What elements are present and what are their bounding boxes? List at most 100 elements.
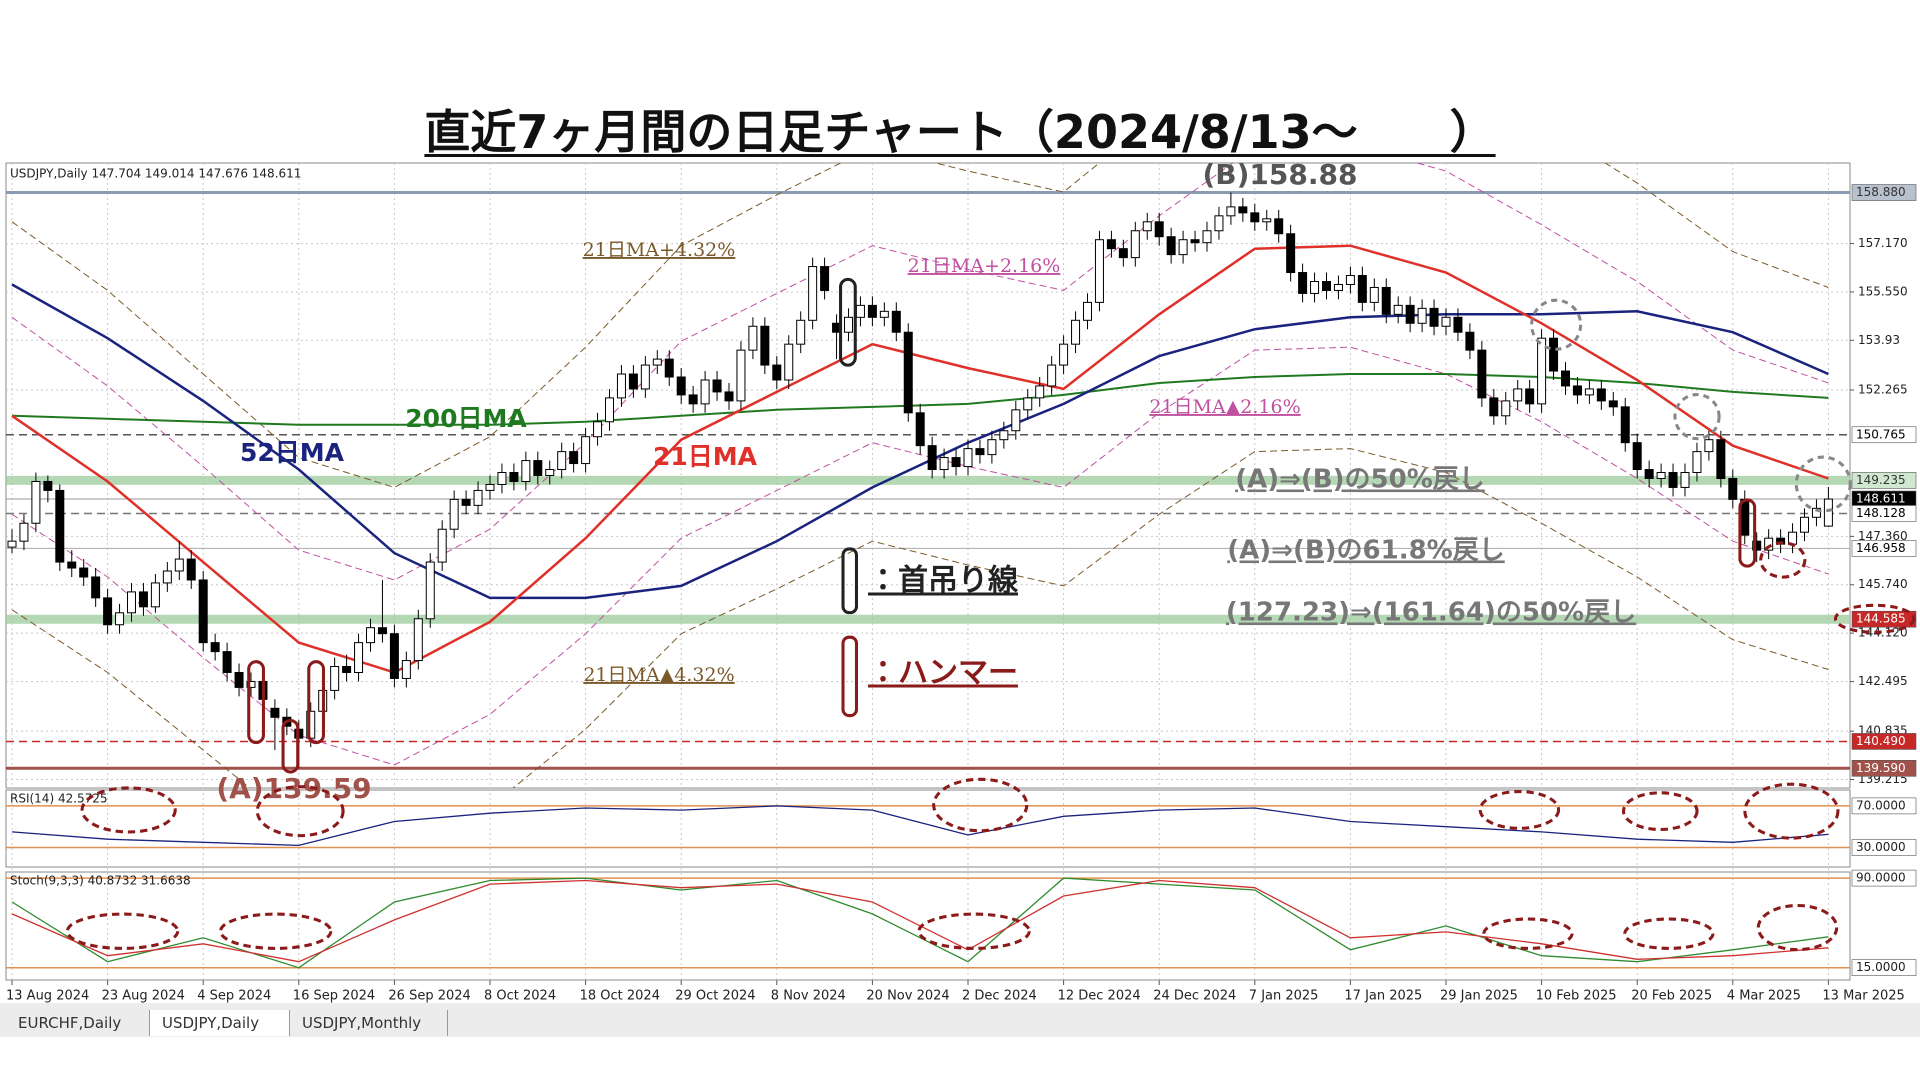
candle-body xyxy=(127,591,136,614)
candle-body xyxy=(1274,218,1284,235)
x-tick-label: 26 Sep 2024 xyxy=(388,989,470,1004)
indicator-tick-box xyxy=(1851,959,1917,976)
candle-body xyxy=(1584,388,1594,396)
x-tick-label: 23 Aug 2024 xyxy=(102,989,185,1004)
price-level-box xyxy=(1851,540,1917,557)
price-level-label: 139.590 xyxy=(1856,761,1906,775)
circle xyxy=(1530,298,1583,351)
candle-body xyxy=(1369,286,1379,303)
x-tick-label: 13 Aug 2024 xyxy=(6,989,89,1004)
annotation: (A)139.59 xyxy=(216,772,371,805)
candle-body xyxy=(509,472,519,482)
candle-body xyxy=(1537,337,1547,405)
candle-body xyxy=(521,460,531,482)
candle-body xyxy=(1632,442,1642,471)
x-tick-label: 18 Oct 2024 xyxy=(580,989,660,1004)
candle-body xyxy=(198,579,208,644)
price-level-box xyxy=(1851,610,1917,628)
title: 直近7ヶ月間の日足チャート（2024/8/13～ ） xyxy=(0,96,1920,162)
candle-body xyxy=(545,469,555,477)
x-tick-label: 13 Mar 2025 xyxy=(1822,989,1904,1004)
candle-body xyxy=(1608,400,1618,408)
candle-body xyxy=(903,331,913,414)
candle-body xyxy=(1286,233,1296,274)
indicator-tick-box xyxy=(1851,869,1917,887)
candle-body xyxy=(975,448,985,456)
candle-body xyxy=(1154,221,1164,238)
candle-body xyxy=(389,633,399,679)
indicator-label: Stoch(9,3,3) 40.8732 31.6638 xyxy=(10,874,191,888)
x-tick-label: 16 Sep 2024 xyxy=(293,989,375,1004)
candle-body xyxy=(724,391,734,402)
candle-body xyxy=(234,671,244,688)
candle-body xyxy=(1357,275,1367,303)
tab[interactable]: USDJPY,Daily xyxy=(150,1010,290,1036)
stoch-panel xyxy=(5,871,1851,981)
annotation: 21日MA▲4.32% xyxy=(583,664,734,686)
candle-body xyxy=(1572,385,1582,396)
candle-body xyxy=(1047,364,1057,387)
candle-body xyxy=(222,651,232,673)
tab[interactable]: EURCHF,Daily xyxy=(6,1010,150,1036)
price-level-label: 148.611 xyxy=(1856,492,1906,506)
candle-body xyxy=(1596,388,1606,402)
price-level-box xyxy=(1851,733,1917,750)
x-tick-label: 29 Jan 2025 xyxy=(1440,989,1518,1004)
chart-header: USDJPY,Daily 147.704 149.014 147.676 148… xyxy=(10,167,301,181)
candle-body xyxy=(473,489,483,506)
candle-body xyxy=(19,522,29,542)
x-tick-label: 20 Nov 2024 xyxy=(866,989,949,1004)
ellipse xyxy=(1478,790,1561,830)
annotation: 21日MA xyxy=(653,442,758,471)
main-panel xyxy=(5,162,1851,789)
hammer-marker xyxy=(1738,498,1757,568)
ellipse xyxy=(1621,791,1699,832)
circle xyxy=(1673,393,1721,441)
legend-label: ：首吊り線 xyxy=(868,564,1019,599)
candle-body xyxy=(664,358,674,378)
annotation: (B)158.88 xyxy=(1203,158,1358,191)
price-level-label: 158.880 xyxy=(1856,185,1906,199)
candle-body xyxy=(1202,230,1212,244)
candle-body xyxy=(1345,275,1355,285)
candle-body xyxy=(425,561,435,620)
candle-body xyxy=(162,570,172,584)
tab[interactable]: USDJPY,Monthly xyxy=(290,1010,448,1036)
candle-body xyxy=(270,707,280,718)
ma-line xyxy=(11,163,1829,581)
price-level-label: 140.490 xyxy=(1856,734,1906,748)
candle-body xyxy=(1716,439,1726,479)
x-tick-label: 12 Dec 2024 xyxy=(1058,989,1141,1004)
candle-body xyxy=(1023,397,1033,411)
candle-body xyxy=(342,666,352,673)
ellipse xyxy=(219,912,333,950)
candle-body xyxy=(1811,507,1821,518)
x-tick-label: 2 Dec 2024 xyxy=(962,989,1037,1004)
candle-body xyxy=(999,430,1009,441)
candle-body xyxy=(103,597,113,626)
candle-body xyxy=(485,483,495,491)
candle-body xyxy=(569,451,579,465)
indicator-tick-box xyxy=(1851,797,1917,815)
price-level-label: 144.585 xyxy=(1856,612,1906,626)
candle-body xyxy=(1106,239,1116,250)
candle-body xyxy=(79,567,89,578)
candle-body xyxy=(712,379,722,393)
hanging-man-marker xyxy=(839,277,857,367)
candle-body xyxy=(366,627,375,644)
candle-body xyxy=(808,266,818,321)
candle-body xyxy=(700,379,710,405)
candle-body xyxy=(1656,472,1666,479)
candle-body xyxy=(927,445,937,471)
y-tick-label: 155.550 xyxy=(1858,284,1908,298)
candle-body xyxy=(246,680,256,688)
price-level-box xyxy=(1851,505,1917,522)
x-tick-label: 7 Jan 2025 xyxy=(1249,989,1319,1004)
rsi-panel xyxy=(5,789,1851,868)
candle-body xyxy=(915,412,925,447)
hammer-marker xyxy=(247,660,265,745)
x-tick-label: 4 Sep 2024 xyxy=(197,989,271,1004)
candle-body xyxy=(581,436,591,465)
price-level-label: 146.958 xyxy=(1856,541,1906,555)
